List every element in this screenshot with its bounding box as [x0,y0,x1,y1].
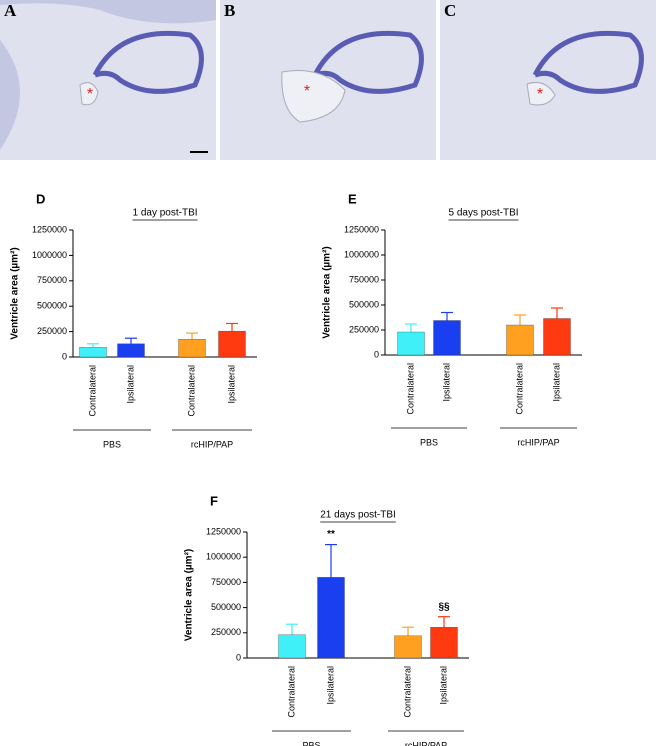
ventricle [79,82,99,106]
panel-letter: D [36,191,45,206]
bar [117,343,145,358]
y-tick-label: 500000 [37,301,67,311]
x-tick-label: Contralateral [514,363,524,415]
panel-letter: A [4,1,17,20]
y-axis-label: Ventricle area (µm²) [322,246,333,338]
chart-title: 1 day post-TBI [132,208,197,219]
bar [394,635,422,659]
bar [218,330,246,358]
x-tick-label: Ipsilateral [551,363,561,402]
tissue [0,0,216,150]
y-tick-label: 0 [236,652,241,662]
significance: ** [327,529,335,540]
y-tick-label: 250000 [37,326,67,336]
y-tick-label: 750000 [37,275,67,285]
group-label: PBS [103,439,121,449]
bar [397,331,425,356]
x-tick-label: Ipsilateral [325,666,335,705]
y-tick-label: 1250000 [32,224,67,234]
ventricle-marker: * [87,86,93,103]
bar [543,318,571,356]
ventricle-marker: * [537,86,543,103]
bar [317,577,345,659]
y-tick-label: 1000000 [344,249,379,259]
y-tick-label: 1000000 [32,250,67,260]
x-tick-label: Contralateral [405,363,415,415]
x-tick-label: Contralateral [402,666,412,718]
y-tick-label: 750000 [211,577,241,587]
micrograph [440,0,656,160]
group-label: PBS [302,740,320,746]
y-tick-label: 1250000 [206,526,241,536]
chart-title: 5 days post-TBI [448,208,518,219]
y-tick-label: 1250000 [344,224,379,234]
hippocampus [92,30,204,94]
micrograph [0,0,216,160]
y-axis-label: Ventricle area (µm²) [184,549,195,641]
bar [278,634,306,659]
panel-letter: B [224,1,235,20]
bar [79,347,107,358]
y-tick-label: 0 [62,351,67,361]
y-tick-label: 0 [374,349,379,359]
hippocampus [312,30,424,94]
x-tick-label: Contralateral [186,365,196,417]
y-axis-label: Ventricle area (µm²) [10,247,21,339]
group-label: rcHIP/PAP [191,439,233,449]
y-tick-label: 500000 [211,602,241,612]
x-tick-label: Ipsilateral [438,666,448,705]
bar [506,324,534,356]
chart-title: 21 days post-TBI [320,510,396,521]
y-tick-label: 750000 [349,274,379,284]
group-label: PBS [420,437,438,447]
ventricle [281,69,346,123]
panel-letter: E [348,191,357,206]
ventricle [526,81,556,106]
micrographs [0,0,656,160]
x-tick-label: Contralateral [87,365,97,417]
x-tick-label: Ipsilateral [226,365,236,404]
group-label: rcHIP/PAP [517,437,559,447]
hippocampus [532,30,644,94]
group-label: rcHIP/PAP [405,740,447,746]
panel-letter: F [210,493,218,508]
significance: §§ [438,601,450,612]
y-tick-label: 250000 [349,324,379,334]
panel-letter: C [444,1,456,20]
ventricle-marker: * [304,83,310,100]
y-tick-label: 500000 [349,299,379,309]
bar [433,320,461,356]
y-tick-label: 1000000 [206,552,241,562]
x-tick-label: Ipsilateral [125,365,135,404]
x-tick-label: Ipsilateral [441,363,451,402]
y-tick-label: 250000 [211,627,241,637]
bar [178,339,206,358]
x-tick-label: Contralateral [286,666,296,718]
bar [430,627,458,659]
